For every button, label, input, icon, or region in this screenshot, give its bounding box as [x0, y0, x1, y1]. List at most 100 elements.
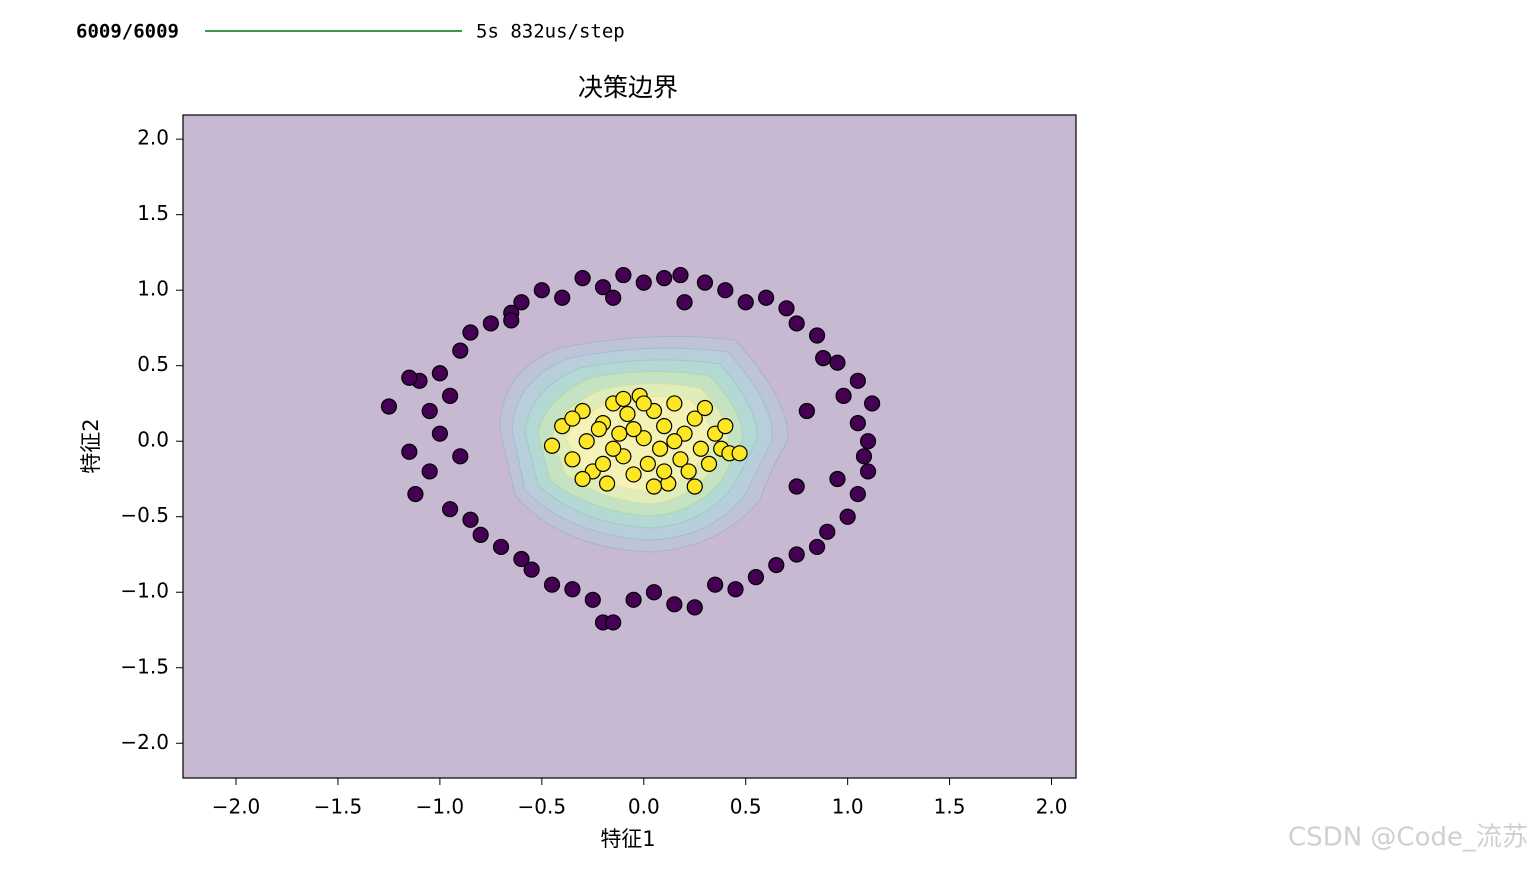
- point: [864, 395, 881, 412]
- y-tick-label: −1.0: [120, 579, 169, 603]
- x-tick-label: −0.5: [518, 795, 567, 819]
- point: [513, 550, 530, 568]
- point: [808, 327, 826, 344]
- point: [700, 455, 718, 472]
- point: [513, 294, 530, 311]
- point: [859, 463, 877, 480]
- y-tick-label: 0.5: [137, 352, 169, 376]
- point: [651, 440, 669, 457]
- point: [605, 614, 622, 631]
- point: [798, 402, 815, 420]
- point: [849, 485, 866, 503]
- point: [680, 463, 697, 480]
- point: [564, 451, 581, 468]
- point: [839, 508, 856, 525]
- watermark: CSDN @Code_流苏: [1288, 823, 1528, 853]
- point: [611, 425, 628, 442]
- point: [462, 511, 479, 528]
- point: [441, 387, 459, 405]
- point: [503, 312, 520, 329]
- point: [696, 274, 714, 291]
- point: [615, 266, 632, 284]
- point: [758, 289, 775, 306]
- point: [666, 433, 683, 450]
- point: [727, 581, 744, 598]
- point: [788, 546, 805, 563]
- point: [676, 294, 693, 311]
- point: [672, 266, 689, 284]
- point: [584, 591, 601, 608]
- point: [672, 451, 689, 468]
- point: [686, 410, 703, 427]
- point: [859, 433, 877, 450]
- point: [835, 387, 852, 405]
- point: [635, 430, 652, 447]
- point: [462, 324, 479, 341]
- point: [452, 448, 469, 465]
- point: [431, 365, 448, 382]
- point: [441, 501, 459, 518]
- point: [656, 463, 673, 480]
- plot-frame: [182, 114, 1077, 779]
- x-tick-label: −1.5: [314, 795, 363, 819]
- point: [605, 440, 622, 457]
- x-axis-label: 特征1: [600, 827, 655, 851]
- y-tick-label: 1.0: [137, 277, 169, 301]
- point: [829, 470, 846, 488]
- plot: [380, 266, 881, 631]
- point: [574, 470, 591, 488]
- point: [731, 445, 748, 462]
- point: [615, 390, 632, 408]
- chart-title: 决策边界: [578, 73, 678, 102]
- point: [594, 279, 612, 296]
- y-tick-label: 1.5: [137, 201, 169, 225]
- point: [574, 270, 591, 287]
- point: [635, 274, 652, 291]
- point: [421, 463, 438, 480]
- point: [401, 443, 418, 460]
- point: [656, 418, 673, 435]
- point: [747, 569, 765, 586]
- point: [401, 369, 418, 386]
- point: [778, 300, 795, 317]
- point: [635, 395, 652, 412]
- point: [472, 526, 489, 543]
- point: [619, 405, 636, 423]
- x-tick-label: 0.5: [730, 795, 762, 819]
- point: [625, 591, 642, 608]
- point: [625, 421, 642, 438]
- point: [849, 414, 866, 432]
- point: [656, 270, 673, 287]
- x-tick-label: 0.0: [628, 795, 660, 819]
- point: [707, 576, 724, 593]
- point: [421, 402, 438, 420]
- point: [788, 315, 805, 332]
- progress-steps: 6009/6009: [76, 21, 179, 43]
- x-tick-label: 1.0: [832, 795, 864, 819]
- y-tick-label: −0.5: [120, 503, 169, 527]
- y-tick-label: 0.0: [137, 428, 169, 452]
- point: [452, 342, 469, 359]
- point: [554, 289, 571, 306]
- point: [431, 425, 448, 442]
- point: [543, 437, 561, 454]
- point: [564, 410, 581, 427]
- y-tick-label: −1.5: [120, 654, 169, 678]
- point: [686, 599, 703, 616]
- point: [808, 538, 826, 556]
- point: [482, 315, 499, 332]
- x-tick-label: 1.5: [934, 795, 966, 819]
- point: [645, 478, 663, 495]
- point: [533, 282, 550, 299]
- point: [819, 523, 836, 540]
- point: [768, 556, 785, 574]
- progress-time: 5s 832us/step: [476, 21, 625, 43]
- point: [645, 584, 663, 601]
- point: [849, 372, 866, 389]
- x-tick-label: −2.0: [212, 795, 261, 819]
- point: [523, 561, 540, 578]
- point: [666, 395, 683, 412]
- point: [605, 289, 622, 306]
